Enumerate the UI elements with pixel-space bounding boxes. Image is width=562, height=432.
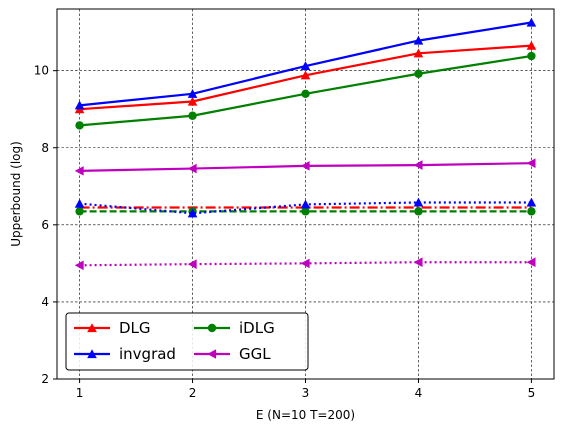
- data-point: [187, 96, 198, 106]
- data-point: [74, 198, 85, 208]
- data-point: [187, 88, 198, 98]
- x-tick-label: 5: [528, 386, 536, 400]
- series-baseline-5: [75, 207, 536, 216]
- data-point: [413, 48, 424, 58]
- series-dlg: [74, 40, 537, 114]
- data-point: [413, 160, 423, 170]
- data-point: [527, 51, 536, 61]
- data-point: [188, 111, 197, 120]
- data-point: [527, 207, 536, 216]
- legend-label: GGL: [239, 345, 271, 363]
- y-tick-label: 6: [41, 218, 49, 232]
- series-baseline-7: [74, 257, 536, 271]
- data-point: [526, 158, 536, 168]
- data-point: [526, 40, 537, 50]
- data-point: [300, 70, 311, 80]
- data-point: [414, 69, 423, 78]
- legend-marker: [87, 349, 97, 359]
- series-idlg: [75, 51, 536, 130]
- data-point: [74, 166, 84, 176]
- x-axis-label: E (N=10 T=200): [256, 408, 355, 422]
- legend-frame: [65, 312, 309, 371]
- data-point: [413, 257, 423, 268]
- data-point: [301, 207, 310, 216]
- data-point: [300, 258, 310, 269]
- series-layer: [74, 17, 537, 271]
- legend-marker: [207, 323, 217, 333]
- data-point: [414, 207, 423, 216]
- data-point: [74, 260, 84, 271]
- legend: DLG iDLG invgrad GGL: [65, 312, 309, 371]
- legend-label: iDLG: [239, 319, 275, 337]
- x-tick-label: 3: [302, 386, 310, 400]
- data-point: [301, 89, 310, 98]
- x-tick-label: 2: [189, 386, 197, 400]
- data-point: [187, 163, 197, 174]
- legend-marker: [207, 349, 217, 359]
- y-tick-label: 4: [41, 295, 49, 309]
- y-tick-label: 10: [34, 64, 49, 78]
- data-point: [75, 207, 84, 216]
- data-point: [413, 35, 424, 45]
- data-point: [526, 257, 536, 268]
- data-point: [300, 161, 310, 171]
- data-point: [300, 199, 311, 209]
- series-invgrad: [74, 17, 537, 110]
- series-ggl: [74, 158, 536, 176]
- series-baseline-6: [74, 197, 537, 218]
- legend-marker: [87, 323, 97, 333]
- data-point: [526, 197, 537, 207]
- data-point: [413, 197, 424, 207]
- data-point: [187, 208, 198, 218]
- data-point: [526, 17, 537, 27]
- y-tick-label: 2: [41, 372, 49, 386]
- data-point: [75, 121, 84, 130]
- axis-ticks: 1 2 3 4 5 2 4 6 8 10: [34, 64, 536, 400]
- legend-label: DLG: [119, 319, 151, 337]
- data-point: [300, 61, 311, 71]
- data-point: [74, 100, 85, 110]
- x-tick-label: 4: [415, 386, 423, 400]
- y-axis-label: Upperbound (log): [9, 141, 23, 247]
- x-tick-label: 1: [76, 386, 84, 400]
- data-point: [187, 259, 197, 269]
- legend-label: invgrad: [119, 345, 176, 363]
- y-tick-label: 8: [41, 141, 49, 155]
